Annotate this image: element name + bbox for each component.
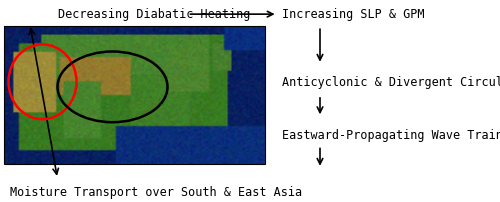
Bar: [4, 26, 265, 164]
Text: Increasing SLP & GPM: Increasing SLP & GPM: [282, 8, 425, 21]
Text: Eastward-Propagating Wave Train: Eastward-Propagating Wave Train: [282, 129, 500, 142]
Text: Decreasing Diabatic Heating: Decreasing Diabatic Heating: [58, 8, 250, 21]
Text: Anticyclonic & Divergent Circulation: Anticyclonic & Divergent Circulation: [282, 76, 500, 89]
Text: Moisture Transport over South & East Asia: Moisture Transport over South & East Asi…: [10, 186, 302, 199]
